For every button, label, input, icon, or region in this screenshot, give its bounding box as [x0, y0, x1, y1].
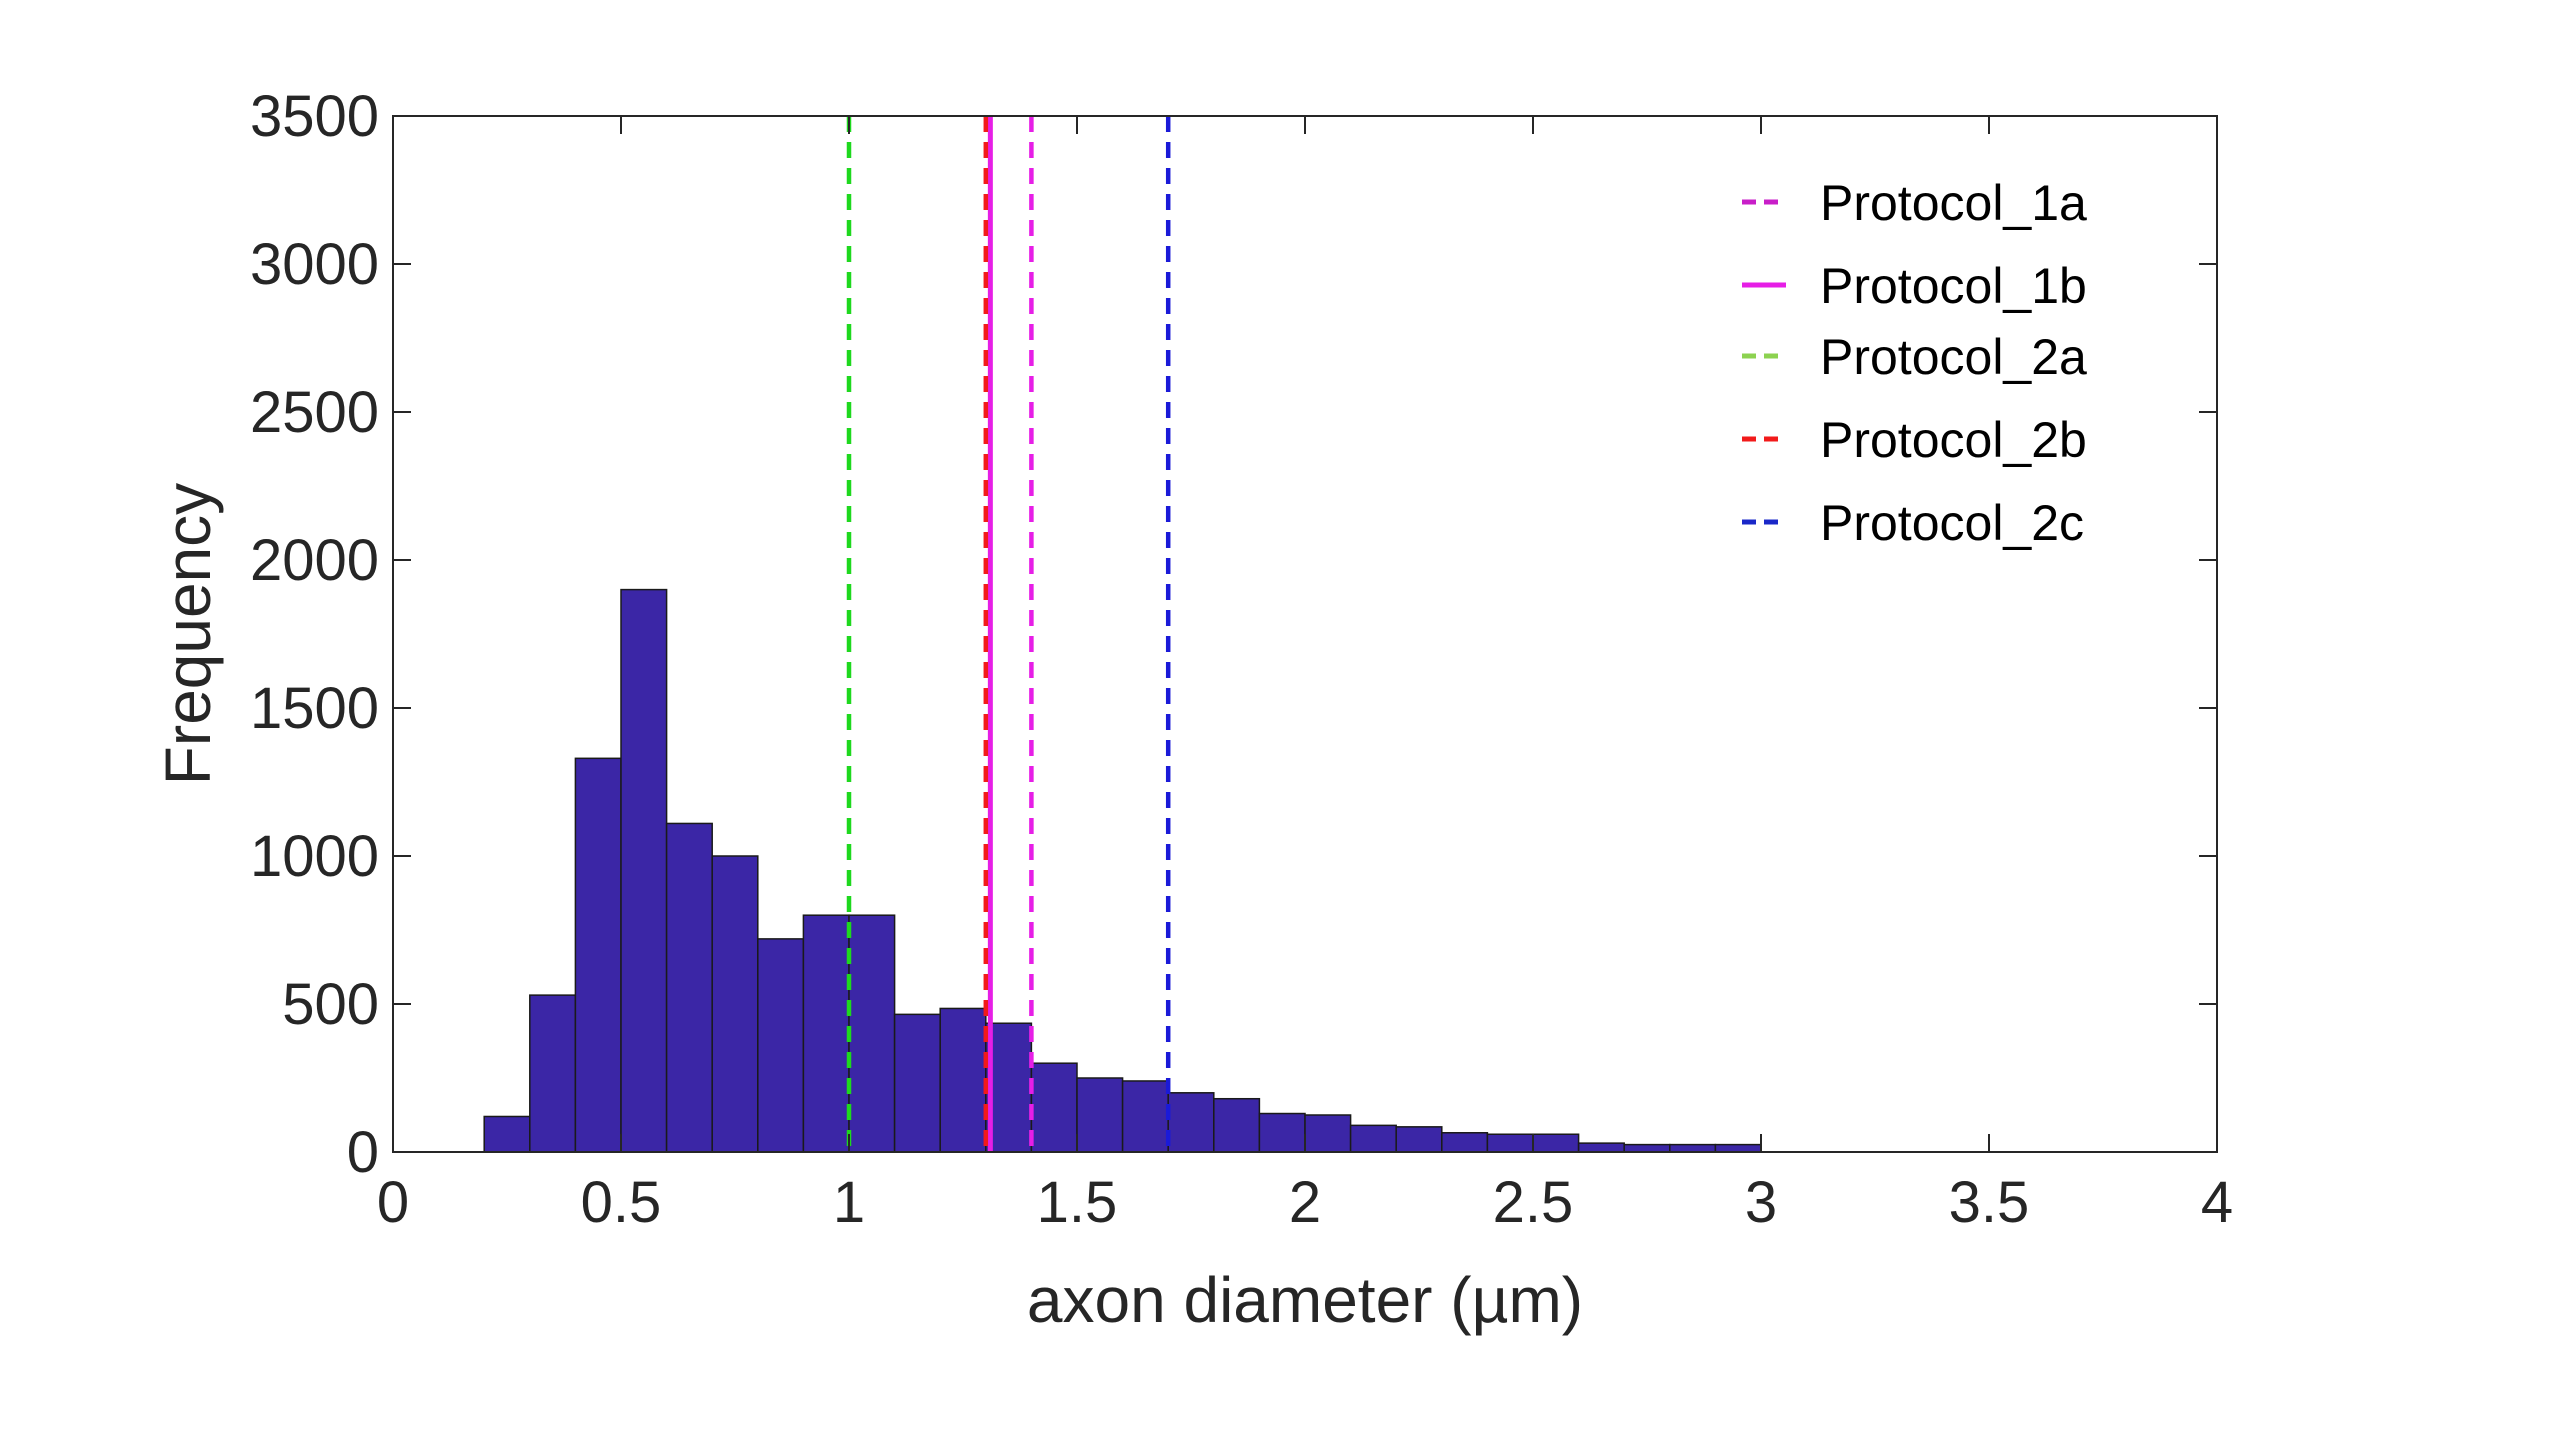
x-tick-label: 1.5	[1037, 1170, 1118, 1235]
histogram-bar	[1304, 1114, 1352, 1153]
legend-label: Protocol_2a	[1820, 329, 2087, 385]
histogram-bar	[1213, 1097, 1261, 1153]
histogram-bar	[1076, 1077, 1124, 1153]
axes	[392, 115, 2218, 1153]
x-tick-label: 2.5	[1493, 1170, 1574, 1235]
histogram-bar	[1486, 1133, 1534, 1153]
histogram-bar	[893, 1013, 941, 1153]
x-tick-label: 2	[1289, 1170, 1321, 1235]
legend-label: Protocol_2b	[1820, 412, 2087, 468]
x-tick-label: 0	[377, 1170, 409, 1235]
x-tick-label: 3.5	[1949, 1170, 2030, 1235]
x-tick-label: 3	[1745, 1170, 1777, 1235]
histogram-bar	[848, 914, 896, 1153]
histogram-bars	[483, 588, 1762, 1153]
histogram-bar	[757, 938, 805, 1153]
legend-label: Protocol_1b	[1820, 258, 2087, 314]
histogram-bar	[574, 757, 622, 1153]
y-tick-label: 3500	[250, 84, 379, 149]
legend: Protocol_1a Protocol_1b Protocol_2a Protoco…	[1742, 175, 2087, 551]
histogram-bar	[1532, 1133, 1580, 1153]
histogram-bar	[620, 588, 668, 1153]
histogram-bar	[665, 822, 713, 1153]
y-tick-label: 2000	[250, 528, 379, 593]
x-tick-label: 4	[2201, 1170, 2233, 1235]
histogram-bar	[1121, 1080, 1169, 1153]
y-axis-title: Frequency	[152, 483, 224, 785]
histogram-bar	[1669, 1143, 1717, 1153]
histogram-bar	[985, 1022, 1033, 1153]
y-tick-label: 1500	[250, 676, 379, 741]
reference-lines	[846, 116, 1171, 1152]
histogram-bar	[1714, 1143, 1762, 1153]
y-tick-label: 0	[347, 1120, 379, 1185]
histogram-bar	[1577, 1142, 1625, 1153]
histogram-bar	[483, 1115, 531, 1153]
histogram-bar	[529, 994, 577, 1153]
histogram-bar	[939, 1007, 987, 1153]
y-tick-label: 3000	[250, 232, 379, 297]
histogram-bar	[1167, 1092, 1215, 1153]
y-tick-label: 1000	[250, 824, 379, 889]
histogram-bar	[1258, 1112, 1306, 1153]
histogram-bar	[711, 855, 759, 1153]
histogram-bar	[1441, 1132, 1489, 1153]
x-tick-label: 0.5	[581, 1170, 662, 1235]
x-axis-title: axon diameter (µm)	[1027, 1264, 1583, 1336]
histogram-bar	[1623, 1143, 1671, 1153]
histogram-bar	[1349, 1124, 1397, 1153]
histogram-bar	[802, 914, 850, 1153]
histogram-bar	[1030, 1062, 1078, 1153]
tick-labels: 0 0.5 1 1.5 2 2.5 3 3.5 4 0 500 1000 1500 2000 2500 300…	[250, 84, 2233, 1235]
legend-label: Protocol_1a	[1820, 175, 2087, 231]
y-tick-label: 2500	[250, 380, 379, 445]
x-tick-label: 1	[833, 1170, 865, 1235]
y-tick-label: 500	[282, 972, 379, 1037]
histogram-bar	[1395, 1126, 1443, 1153]
legend-label: Protocol_2c	[1820, 495, 2084, 551]
